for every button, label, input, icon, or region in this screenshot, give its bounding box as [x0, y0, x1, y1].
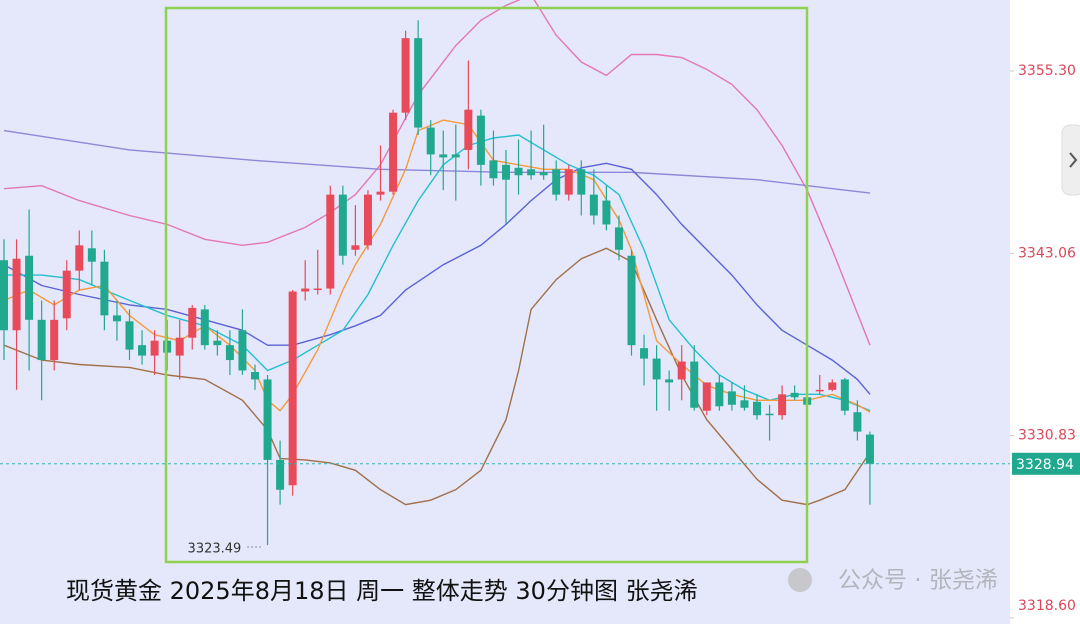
candle-body: [464, 109, 473, 150]
side-toggle-arrow: [1069, 152, 1078, 168]
candle-body: [489, 160, 498, 179]
candle-body: [476, 115, 485, 165]
candle-body: [251, 371, 259, 380]
candle-body: [614, 227, 623, 250]
low-label: 3323.49: [188, 542, 242, 557]
candle-body: [677, 361, 686, 380]
candle-body: [238, 330, 247, 371]
candle-body: [665, 379, 674, 383]
candle-body: [112, 315, 121, 322]
candle-body: [640, 348, 649, 359]
candle-body: [200, 309, 209, 346]
candle-body: [552, 169, 561, 195]
candle-body: [288, 291, 297, 486]
price-tag: [1012, 452, 1080, 475]
candle-body: [376, 191, 385, 195]
side-toggle[interactable]: [1061, 124, 1080, 196]
watermark: 公众号 · 张尧浠: [838, 568, 998, 594]
candle-body: [389, 112, 398, 192]
candle-body: [439, 154, 448, 158]
highlight-box: [164, 6, 809, 564]
candle-body: [188, 307, 197, 338]
candle-body: [853, 412, 862, 432]
candle-body: [715, 382, 724, 407]
candle-body: [401, 38, 410, 113]
candle-body: [138, 345, 147, 356]
candle-body: [301, 288, 310, 292]
candle-body: [338, 194, 347, 256]
indicator-line: [3, 247, 871, 506]
candle-body: [50, 319, 59, 361]
candle-body: [363, 194, 372, 246]
candle-body: [451, 154, 460, 158]
candle-body: [326, 194, 335, 289]
candle-body: [815, 389, 824, 392]
candle-body: [175, 337, 184, 356]
candle-body: [690, 361, 699, 408]
candle-body: [790, 392, 799, 398]
candle-body: [213, 340, 222, 346]
candle-body: [351, 245, 360, 250]
candle-body: [702, 382, 711, 411]
candle-body: [87, 248, 96, 262]
watermark-icon: [788, 568, 812, 592]
candle-body: [627, 255, 636, 346]
candle-body: [865, 434, 874, 464]
candle-body: [225, 345, 234, 361]
candle-body: [765, 413, 774, 416]
candle-body: [602, 200, 611, 225]
candle-body: [652, 358, 661, 380]
candle-body: [25, 255, 34, 320]
plot-background: [0, 0, 1010, 624]
candle-body: [426, 127, 435, 155]
candle-body: [514, 167, 523, 176]
candle-body: [564, 169, 573, 195]
candle-body: [414, 38, 423, 128]
candle-body: [539, 172, 548, 176]
candle-body: [753, 401, 761, 416]
indicator-line: [3, 0, 871, 346]
candle-body: [502, 164, 510, 180]
candle-body: [740, 400, 749, 408]
candle-body: [263, 379, 272, 460]
candle-body: [828, 382, 837, 390]
candle-body: [62, 270, 71, 319]
candle-body: [313, 288, 322, 291]
candle-body: [75, 245, 84, 271]
candle-body: [0, 260, 8, 331]
candle-body: [150, 340, 159, 356]
y-tick-label: 3318.60: [1018, 598, 1076, 614]
price-label: 3328.94: [1016, 457, 1074, 473]
y-tick-label: 3355.30: [1018, 63, 1076, 79]
candle-body: [727, 391, 736, 405]
candle-body: [276, 459, 285, 490]
y-tick-label: 3330.83: [1018, 428, 1076, 444]
chart-title: 现货黄金 2025年8月18日 周一 整体走势 30分钟图 张尧浠: [66, 577, 698, 605]
candle-body: [577, 169, 586, 195]
candle-body: [527, 169, 536, 176]
candle-body: [778, 394, 787, 416]
candle-body: [12, 258, 21, 331]
candle-body: [37, 319, 46, 361]
candle-body: [125, 321, 134, 350]
y-tick-label: 3343.06: [1018, 245, 1076, 261]
candle-body: [840, 379, 849, 411]
candle-body: [589, 194, 598, 216]
axis-background: [1010, 0, 1080, 624]
candle-body: [100, 261, 109, 316]
